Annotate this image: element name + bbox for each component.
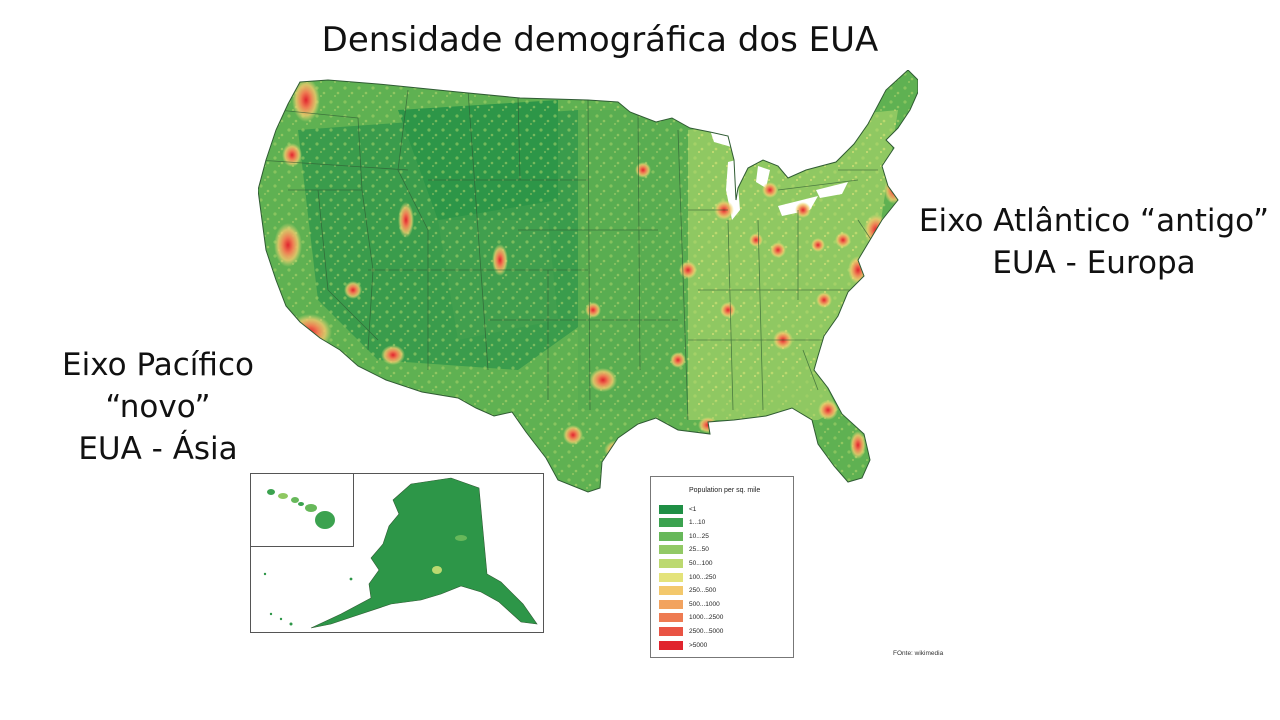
hawaii-islands	[267, 489, 335, 529]
legend-swatch	[659, 518, 683, 528]
legend-swatch	[659, 626, 683, 636]
legend-label: 1...10	[689, 519, 706, 527]
legend-item: 500...1000	[659, 598, 720, 610]
alaska-map	[263, 477, 538, 629]
legend-label: 500...1000	[689, 600, 720, 608]
hawaii-inset	[251, 474, 354, 547]
legend-swatch	[659, 531, 683, 541]
legend-item: 250...500	[659, 585, 716, 597]
pacific-axis-line2: EUA - Ásia	[78, 431, 238, 467]
legend-swatch	[659, 613, 683, 623]
legend-swatch	[659, 545, 683, 555]
map-title: Densidade demográfica dos EUA	[321, 20, 879, 60]
legend-item: 10...25	[659, 530, 709, 542]
legend-item: 100...250	[659, 571, 716, 583]
legend-swatch	[659, 599, 683, 609]
legend-item: 1...10	[659, 517, 705, 529]
legend-label: 1000...2500	[689, 614, 724, 622]
atlantic-axis-line1: Eixo Atlântico “antigo”	[918, 203, 1270, 239]
source-credit: FOnte: wikimedia	[893, 650, 944, 657]
map-land	[258, 70, 918, 492]
legend-item: 1000...2500	[659, 612, 723, 624]
alaska-hawaii-inset	[250, 473, 544, 633]
pacific-axis-line1: Eixo Pacífico “novo”	[62, 347, 254, 425]
legend-label: >5000	[689, 641, 708, 649]
legend-swatch	[659, 558, 683, 568]
legend-item: 25...50	[659, 544, 709, 556]
legend-swatch	[659, 504, 683, 514]
pacific-axis-label: Eixo Pacífico “novo” EUA - Ásia	[8, 344, 308, 470]
legend-item: <1	[659, 503, 696, 515]
atlantic-axis-label: Eixo Atlântico “antigo” EUA - Europa	[918, 200, 1270, 284]
state-borders	[258, 89, 879, 421]
legend-label: 50...100	[689, 559, 713, 567]
legend-swatch	[659, 586, 683, 596]
legend-label: <1	[689, 505, 697, 513]
us-outline	[258, 70, 918, 493]
atlantic-axis-line2: EUA - Europa	[992, 245, 1196, 281]
legend-swatch	[659, 572, 683, 582]
legend-label: 2500...5000	[689, 627, 724, 635]
us-population-density-map	[258, 70, 918, 493]
legend-label: 100...250	[689, 573, 717, 581]
legend-title: Population per sq. mile	[689, 487, 761, 494]
legend-item: 50...100	[659, 557, 713, 569]
legend-swatch	[659, 640, 683, 650]
map-legend: Population per sq. mile <1 1...10 10...25 2…	[650, 476, 794, 658]
legend-item: >5000	[659, 639, 707, 651]
legend-label: 10...25	[689, 532, 709, 540]
legend-item: 2500...5000	[659, 625, 723, 637]
legend-label: 250...500	[689, 587, 717, 595]
legend-label: 25...50	[689, 546, 709, 554]
